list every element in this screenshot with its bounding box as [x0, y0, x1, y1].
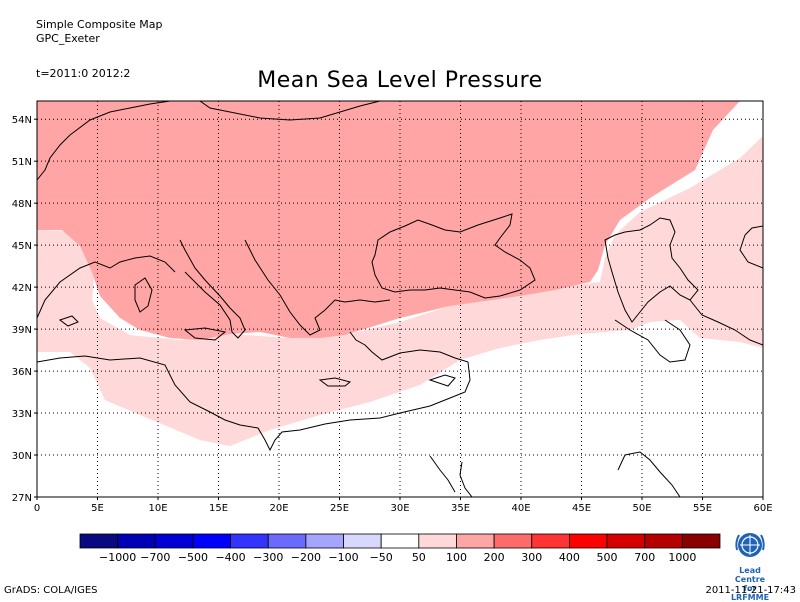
colorbar-swatch	[644, 533, 683, 549]
colorbar-swatch	[117, 533, 156, 549]
colorbar-label: 500	[596, 551, 618, 564]
latitude-labels: 54N 51N 48N 45N 42N 39N 36N 33N 30N 27N	[12, 115, 37, 504]
lon-label: 25E	[330, 503, 349, 514]
plot-title: Mean Sea Level Pressure	[257, 68, 543, 93]
colorbar-label: −300	[253, 551, 284, 564]
colorbar-swatch	[380, 533, 420, 549]
colorbar-label: 700	[634, 551, 656, 564]
colorbar-label: 50	[411, 551, 426, 564]
colorbar-label: 400	[558, 551, 580, 564]
colorbar-swatch	[154, 533, 194, 549]
colorbar-swatch	[569, 533, 608, 549]
longitude-labels: 0 5E 10E 15E 20E 25E 30E 35E 40E 45E 50E 55E 60E	[34, 497, 773, 514]
colorbar-swatch	[267, 533, 307, 549]
lat-label: 33N	[12, 409, 32, 420]
colorbar-label: 100	[445, 551, 467, 564]
lon-label: 30E	[390, 503, 409, 514]
lon-label: 60E	[753, 503, 772, 514]
colorbar-swatch	[606, 533, 646, 549]
colorbar-label: −400	[215, 551, 246, 564]
lat-label: 54N	[12, 115, 32, 126]
graticule-grid	[37, 101, 763, 497]
lat-label: 48N	[12, 199, 32, 210]
colorbar	[79, 533, 721, 549]
wmo-logo: Lead Centre for LRFMME	[727, 530, 773, 602]
lat-label: 42N	[12, 283, 32, 294]
header-line2: GPC_Exeter	[36, 32, 100, 45]
lon-label: 0	[34, 503, 40, 514]
colorbar-label: −500	[177, 551, 209, 564]
colorbar-label: 200	[483, 551, 505, 564]
colorbar-swatch	[79, 533, 119, 549]
lat-label: 45N	[12, 241, 32, 252]
logo-text-line2: for LRFMME	[730, 584, 770, 602]
wmo-emblem-icon	[735, 533, 765, 557]
colorbar-swatch	[305, 533, 344, 549]
lon-label: 20E	[269, 503, 288, 514]
colorbar-swatch	[343, 533, 382, 549]
lon-label: 35E	[451, 503, 470, 514]
colorbar-label: −1000	[99, 551, 137, 564]
lon-label: 45E	[572, 503, 591, 514]
footer-credit: GrADS: COLA/IGES	[4, 585, 98, 596]
lon-label: 10E	[148, 503, 167, 514]
coastlines	[37, 101, 763, 497]
lon-label: 40E	[511, 503, 530, 514]
lat-label: 51N	[12, 157, 32, 168]
lon-label: 15E	[209, 503, 228, 514]
colorbar-label: −50	[369, 551, 393, 564]
colorbar-label: −100	[328, 551, 359, 564]
lat-label: 39N	[12, 325, 32, 336]
pressure-shading	[37, 101, 763, 497]
lat-label: 30N	[12, 451, 32, 462]
colorbar-label: 300	[521, 551, 543, 564]
colorbar-swatch	[531, 533, 570, 549]
time-range: t=2011:0 2012:2	[36, 67, 131, 80]
colorbar-swatch	[456, 533, 495, 549]
colorbar-label: −700	[140, 551, 171, 564]
lat-label: 27N	[12, 493, 32, 504]
colorbar-swatch	[493, 533, 533, 549]
colorbar-swatch	[192, 533, 231, 549]
colorbar-swatch	[681, 533, 721, 549]
colorbar-label: −200	[290, 551, 321, 564]
lat-label: 36N	[12, 367, 32, 378]
band-50-100	[37, 136, 763, 446]
band-100-200	[37, 101, 740, 340]
lon-label: 50E	[632, 503, 651, 514]
colorbar-swatch	[230, 533, 269, 549]
header-line1: Simple Composite Map	[36, 18, 163, 31]
logo-text-line1: Lead Centre	[734, 566, 766, 584]
lon-label: 55E	[693, 503, 712, 514]
colorbar-swatch	[418, 533, 457, 549]
lon-label: 5E	[91, 503, 104, 514]
footer-timestamp: 2011-11-21-17:43	[705, 585, 796, 596]
colorbar-label: 1000	[668, 551, 697, 564]
